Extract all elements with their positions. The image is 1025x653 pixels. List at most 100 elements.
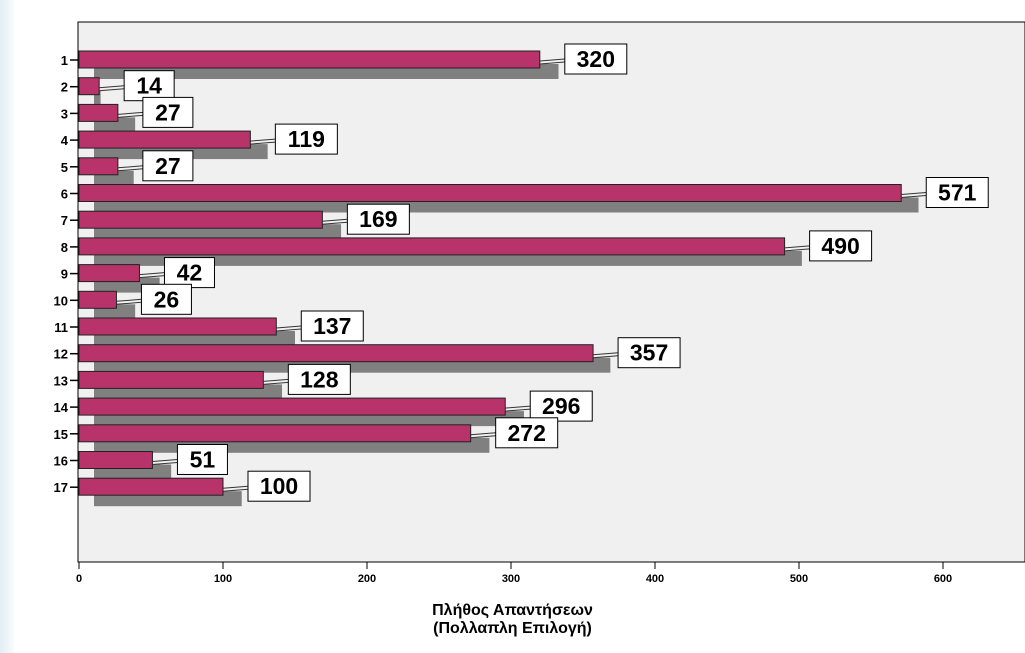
data-label-13: 128 xyxy=(300,366,339,392)
data-label-5: 27 xyxy=(155,153,181,179)
y-tick-label-12: 12 xyxy=(54,347,68,362)
leader-line-2 xyxy=(99,85,125,89)
leader-line-b-13 xyxy=(263,381,289,385)
data-label-9: 42 xyxy=(177,260,203,286)
primary-bar-4 xyxy=(78,130,251,149)
leader-line-b-4 xyxy=(250,141,276,145)
leader-line-16 xyxy=(152,459,178,462)
data-label-8: 490 xyxy=(821,233,859,259)
primary-bar-5 xyxy=(78,157,119,176)
data-label-1: 320 xyxy=(577,46,615,72)
data-label-14: 296 xyxy=(542,393,580,419)
y-tick-label-11: 11 xyxy=(54,320,68,335)
page-edge-gradient xyxy=(0,0,14,653)
leader-line-12 xyxy=(593,352,619,356)
primary-bar-13 xyxy=(78,370,264,389)
x-tick-label-600: 600 xyxy=(934,573,952,585)
data-label-box-12 xyxy=(617,337,681,369)
x-tick-label-300: 300 xyxy=(502,573,520,585)
x-axis-title-line1: Πλήθος Απαντήσεων xyxy=(432,602,593,619)
data-label-box-15 xyxy=(495,417,559,449)
y-tick-label-3: 3 xyxy=(61,106,68,121)
leader-line-b-9 xyxy=(139,275,165,279)
leader-line-b-1 xyxy=(539,61,565,65)
data-label-box-7 xyxy=(346,203,410,235)
y-tick-label-13: 13 xyxy=(54,373,68,388)
leader-line-14 xyxy=(505,405,531,409)
x-axis: 0 100 200 300 400 500 600 xyxy=(76,562,952,585)
data-label-6: 571 xyxy=(938,180,977,206)
x-tick-label-500: 500 xyxy=(790,573,808,585)
data-label-box-5 xyxy=(142,150,194,182)
leader-line-13 xyxy=(263,378,289,382)
primary-bar-2 xyxy=(78,77,100,96)
leader-line-6 xyxy=(901,192,927,195)
data-label-11: 137 xyxy=(313,313,351,339)
primary-bar-14 xyxy=(78,397,506,416)
leader-line-17 xyxy=(222,485,249,489)
y-tick-label-10: 10 xyxy=(54,293,68,308)
y-tick-label-6: 6 xyxy=(61,187,68,202)
leader-line-10 xyxy=(116,298,142,302)
leader-line-b-15 xyxy=(470,435,496,439)
y-tick-label-2: 2 xyxy=(61,80,68,95)
y-tick-label-15: 15 xyxy=(54,427,68,442)
leader-line-b-7 xyxy=(322,221,348,225)
plot-area xyxy=(77,21,1025,563)
primary-bar-11 xyxy=(78,317,277,336)
y-tick-label-1: 1 xyxy=(61,53,68,68)
x-tick-label-100: 100 xyxy=(214,573,232,585)
data-label-15: 272 xyxy=(507,420,545,446)
data-label-box-14 xyxy=(529,390,593,422)
x-tick-label-200: 200 xyxy=(358,573,376,585)
data-label-box-17 xyxy=(247,470,311,502)
leader-line-b-5 xyxy=(117,168,143,172)
leader-line-b-6 xyxy=(901,195,927,198)
leader-line-11 xyxy=(276,325,302,329)
primary-bar-16 xyxy=(78,451,153,469)
x-axis-title-line2: (Πολλαπλη Επιλογή) xyxy=(433,620,592,637)
data-label-17: 100 xyxy=(260,473,298,499)
primary-bar-10 xyxy=(78,290,117,309)
primary-bar-3 xyxy=(78,103,119,122)
leader-line-9 xyxy=(139,272,165,276)
data-label-2: 14 xyxy=(136,73,162,99)
primary-bar-15 xyxy=(78,424,472,443)
leader-line-7 xyxy=(322,218,348,222)
data-label-box-4 xyxy=(274,123,338,155)
label-leader-lines xyxy=(99,58,927,492)
primary-bar-9 xyxy=(78,264,140,283)
leader-line-b-14 xyxy=(505,408,531,412)
leader-line-8 xyxy=(784,245,810,249)
data-label-3: 27 xyxy=(155,99,181,125)
leader-line-b-10 xyxy=(116,301,142,305)
leader-line-b-11 xyxy=(276,328,302,332)
y-tick-label-7: 7 xyxy=(61,213,68,228)
y-tick-label-16: 16 xyxy=(54,454,68,469)
y-tick-label-4: 4 xyxy=(61,133,69,148)
leader-line-5 xyxy=(117,165,143,169)
data-label-box-1 xyxy=(564,43,628,75)
secondary-bar-2 xyxy=(94,90,101,106)
data-label-box-16 xyxy=(176,444,228,475)
primary-bar-1 xyxy=(78,50,541,69)
data-label-12: 357 xyxy=(630,340,668,366)
primary-bar-8 xyxy=(78,237,786,256)
leader-line-b-16 xyxy=(152,462,178,465)
data-label-box-3 xyxy=(142,96,194,128)
data-label-7: 169 xyxy=(359,206,397,232)
data-label-16: 51 xyxy=(190,447,216,473)
x-tick-label-400: 400 xyxy=(646,573,664,585)
y-tick-label-14: 14 xyxy=(54,400,69,415)
leader-line-b-8 xyxy=(784,248,810,252)
data-label-4: 119 xyxy=(288,126,325,152)
primary-bar-6 xyxy=(78,184,902,202)
y-tick-label-8: 8 xyxy=(61,240,68,255)
primary-bar-12 xyxy=(78,344,594,363)
leader-line-1 xyxy=(539,58,565,62)
primary-bar-17 xyxy=(78,477,224,496)
leader-line-b-17 xyxy=(222,488,249,492)
data-label-box-10 xyxy=(140,283,192,315)
